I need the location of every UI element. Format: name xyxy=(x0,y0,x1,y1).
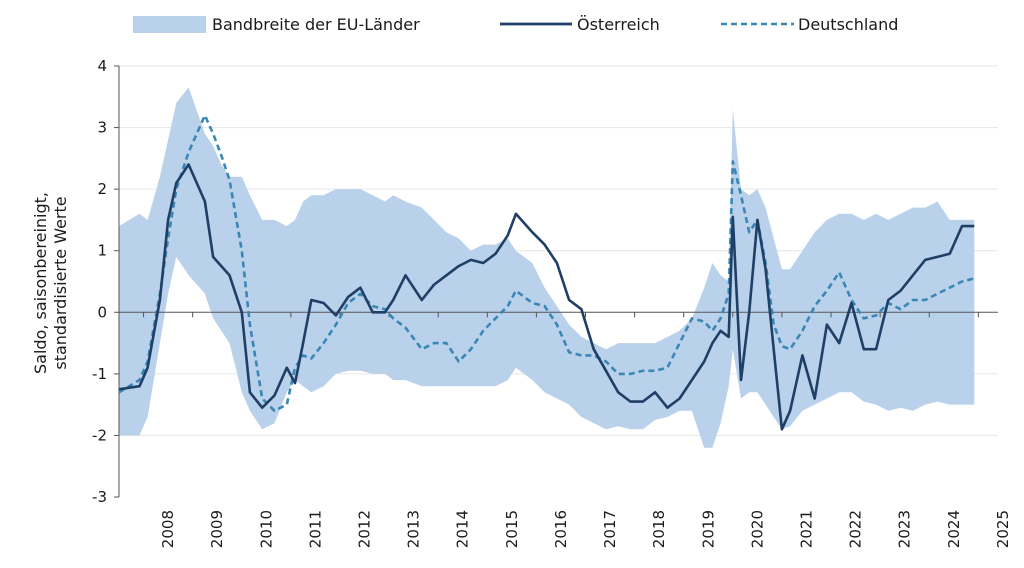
legend-label-austria: Österreich xyxy=(577,15,660,34)
x-tick-label: 2009 xyxy=(208,510,226,548)
y-tick-label: -1 xyxy=(92,365,107,383)
y-tick-label: 4 xyxy=(97,57,107,75)
x-tick-label: 2013 xyxy=(405,510,423,548)
series-lines xyxy=(118,114,975,431)
x-tick-label: 2020 xyxy=(748,510,766,548)
y-tick-label: 1 xyxy=(97,242,107,260)
legend-label-band: Bandbreite der EU-Länder xyxy=(212,15,420,34)
x-tick-label: 2025 xyxy=(994,510,1012,548)
y-tick-label: -2 xyxy=(92,426,107,444)
x-tick-label: 2015 xyxy=(503,510,521,548)
y-tick-label: 3 xyxy=(97,119,107,137)
y-axis-title: Saldo, saisonbereinigt, standardisierte … xyxy=(31,192,70,374)
x-tick-label: 2008 xyxy=(159,510,177,548)
x-tick-labels: 2008 2009 2010 2011 2012 2013 2014 2015 2016 2017… xyxy=(159,510,1012,548)
legend: Bandbreite der EU-Länder Österreich Deutsc… xyxy=(133,15,898,34)
y-tick-label: -3 xyxy=(92,488,107,506)
y-axis-title-line-1: Saldo, saisonbereinigt, xyxy=(31,192,50,374)
x-tick-label: 2023 xyxy=(896,510,914,548)
x-tick-label: 2016 xyxy=(552,510,570,548)
series-line-austria xyxy=(118,163,975,431)
x-tick-label: 2010 xyxy=(257,510,275,548)
band-eu-range xyxy=(119,87,975,448)
x-tick-label: 2021 xyxy=(797,510,815,548)
series-line-germany xyxy=(118,114,975,413)
x-tick-label: 2011 xyxy=(306,510,324,548)
x-tick-label: 2014 xyxy=(454,510,472,548)
x-tick-label: 2018 xyxy=(650,510,668,548)
axes xyxy=(114,65,998,498)
y-tick-label: 2 xyxy=(97,180,107,198)
x-tick-label: 2022 xyxy=(847,510,865,548)
x-tick-label: 2017 xyxy=(601,510,619,548)
x-tick-label: 2019 xyxy=(699,510,717,548)
legend-label-germany: Deutschland xyxy=(798,15,898,34)
x-tick-label: 2012 xyxy=(356,510,374,548)
band-layer xyxy=(119,87,975,448)
x-tick-label: 2024 xyxy=(945,510,963,548)
y-tick-labels: -3 -2 -1 0 1 2 3 4 xyxy=(92,57,107,506)
legend-swatch-band xyxy=(133,16,206,33)
y-tick-label: 0 xyxy=(97,303,107,321)
y-axis-title-line-2: standardisierte Werte xyxy=(51,196,70,369)
